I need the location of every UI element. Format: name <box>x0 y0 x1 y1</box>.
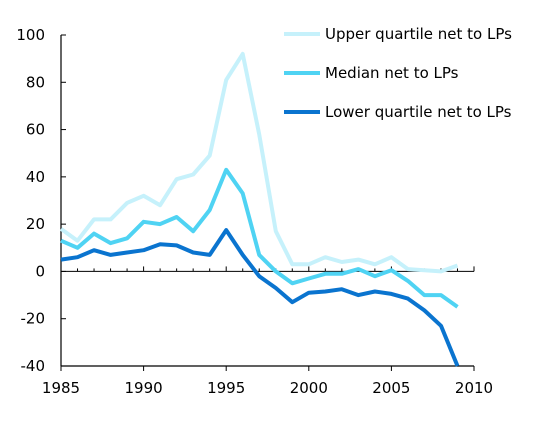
series-lines <box>59 51 460 367</box>
x-tick-label: 1990 <box>125 379 163 397</box>
x-tick-label: 2000 <box>290 379 328 397</box>
y-tick-label: 80 <box>26 73 45 91</box>
y-tick-label: 60 <box>26 121 45 139</box>
y-tick-label: 0 <box>35 262 45 280</box>
series-line-2 <box>60 228 460 367</box>
axes: 100 80 60 40 20 0 -20 -40 1985 1990 1995 2000 2005 20… <box>16 26 493 397</box>
x-tick-label: 1985 <box>42 379 80 397</box>
x-tick-label: 2010 <box>455 379 493 397</box>
x-tick-label: 2005 <box>372 379 410 397</box>
y-tick-label: 40 <box>26 168 45 186</box>
legend-label-2: Lower quartile net to LPs <box>325 103 512 121</box>
legend-label-1: Median net to LPs <box>325 64 459 82</box>
y-tick-label: 100 <box>16 26 45 44</box>
series-line-0 <box>59 51 459 274</box>
series-line-1 <box>60 167 459 309</box>
y-tick-label: -40 <box>21 357 46 375</box>
x-tick-label: 1995 <box>207 379 245 397</box>
y-tick-label: -20 <box>21 310 46 328</box>
legend-label-0: Upper quartile net to LPs <box>325 25 512 43</box>
y-tick-label: 20 <box>26 215 45 233</box>
legend: Upper quartile net to LPs Median net to L… <box>284 25 512 121</box>
